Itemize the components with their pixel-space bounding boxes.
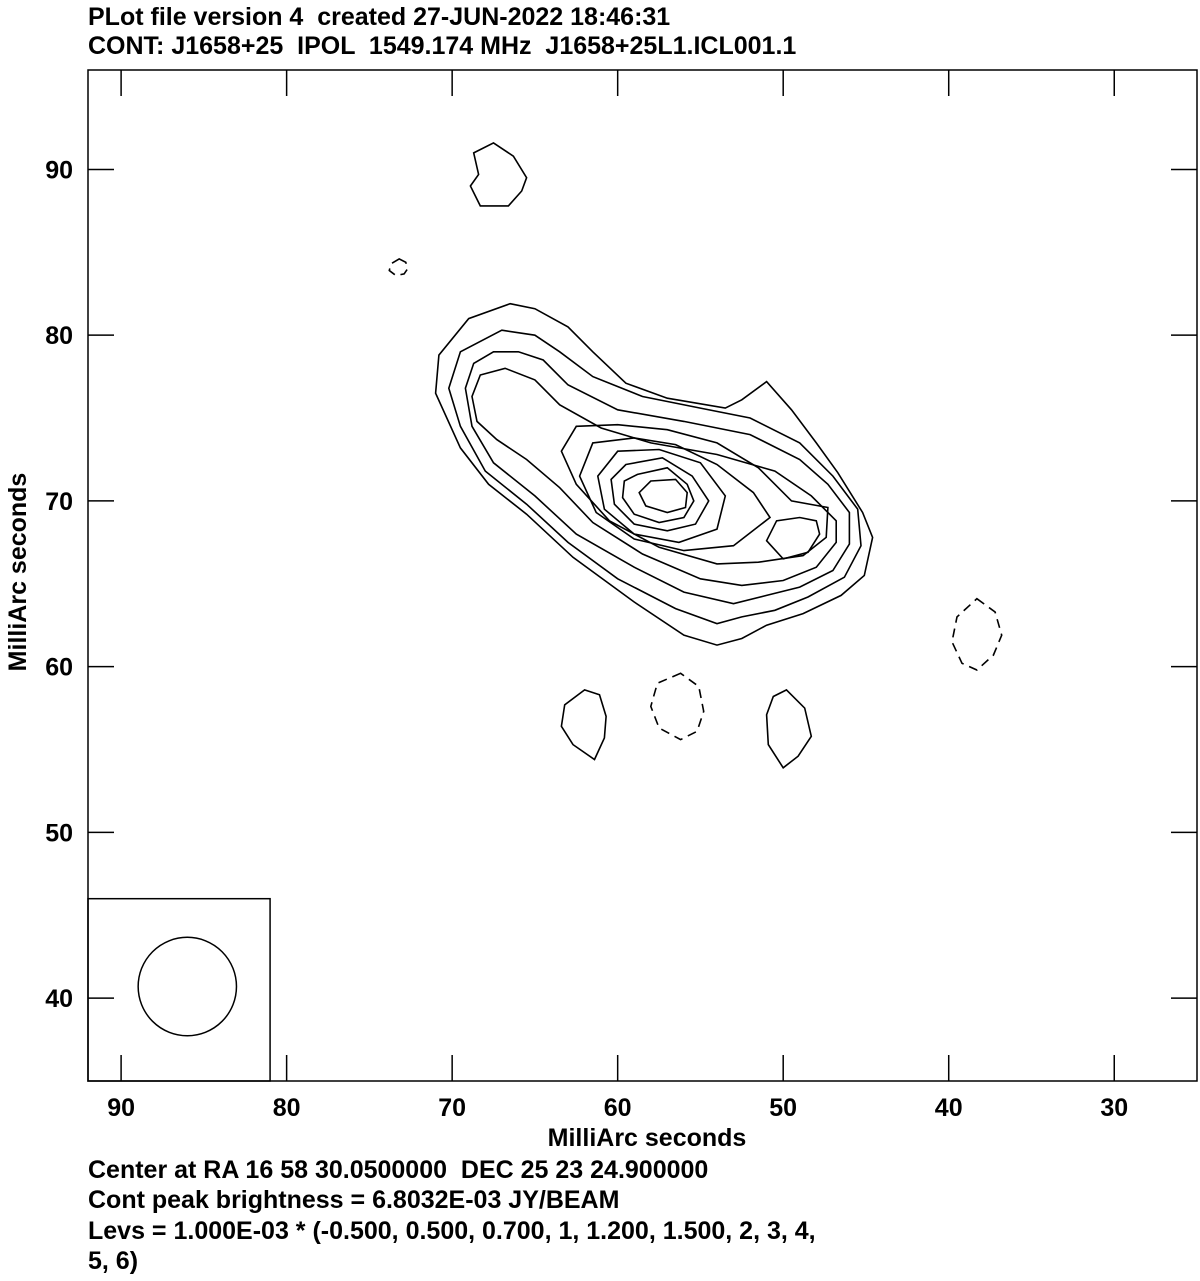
x-tick-label: 50 bbox=[769, 1094, 797, 1122]
footer-center: Center at RA 16 58 30.0500000 DEC 25 23 … bbox=[88, 1156, 709, 1184]
contour-blob-bl bbox=[560, 689, 607, 761]
contour-neg-bc bbox=[649, 672, 705, 741]
x-axis-label: MilliArc seconds bbox=[548, 1124, 747, 1152]
plot-header-source: CONT: J1658+25 IPOL 1549.174 MHz J1658+2… bbox=[88, 32, 797, 60]
y-tick-label: 80 bbox=[45, 322, 73, 350]
footer-levels: Levs = 1.000E-03 * (-0.500, 0.500, 0.700… bbox=[88, 1217, 816, 1245]
x-tick-label: 60 bbox=[604, 1094, 632, 1122]
contour-blob-br bbox=[765, 688, 813, 769]
contour-lvl-2 bbox=[578, 437, 772, 552]
x-tick-label: 80 bbox=[273, 1094, 301, 1122]
contour-lvl-4 bbox=[610, 456, 710, 532]
contour-lvl-6 bbox=[638, 478, 689, 514]
y-tick-label: 90 bbox=[45, 156, 73, 184]
contour-neg-right bbox=[951, 597, 1003, 671]
y-tick-label: 60 bbox=[45, 654, 73, 682]
y-axis-label: MilliArc seconds bbox=[4, 473, 32, 672]
axis-tick-labels: 90 80 70 60 50 40 30 40 50 60 70 80 90 bbox=[45, 156, 1128, 1122]
x-tick-label: 90 bbox=[107, 1094, 135, 1122]
plot-frame bbox=[87, 69, 1198, 1082]
beam-box bbox=[87, 897, 271, 1082]
footer-peak: Cont peak brightness = 6.8032E-03 JY/BEA… bbox=[88, 1186, 620, 1214]
beam-ellipse bbox=[137, 936, 238, 1037]
x-tick-label: 30 bbox=[1100, 1094, 1128, 1122]
y-tick-label: 70 bbox=[45, 488, 73, 516]
y-tick-label: 50 bbox=[45, 819, 73, 847]
plot-header-version: PLot file version 4 created 27-JUN-2022 … bbox=[88, 3, 671, 31]
contour-lvl-3 bbox=[596, 448, 727, 544]
contour-lvl-1.5 bbox=[560, 423, 829, 565]
footer-levels-cont: 5, 6) bbox=[88, 1247, 139, 1275]
beam-indicator bbox=[87, 897, 271, 1082]
axis-ticks bbox=[88, 70, 1197, 1081]
contour-lvl-1.2 bbox=[471, 367, 837, 587]
contour-lvl-0.5 bbox=[434, 302, 874, 646]
contour-lvl-5 bbox=[621, 466, 695, 524]
contour-lvl-1.5b bbox=[765, 516, 821, 560]
x-tick-label: 40 bbox=[935, 1094, 963, 1122]
contour-blob-top bbox=[469, 141, 528, 207]
y-tick-label: 40 bbox=[45, 985, 73, 1013]
contour-neg-small bbox=[388, 257, 409, 277]
x-tick-label: 70 bbox=[438, 1094, 466, 1122]
contour-lines bbox=[388, 141, 1003, 769]
contour-lvl-1 bbox=[464, 351, 851, 605]
contour-lvl-0.7 bbox=[447, 329, 862, 625]
